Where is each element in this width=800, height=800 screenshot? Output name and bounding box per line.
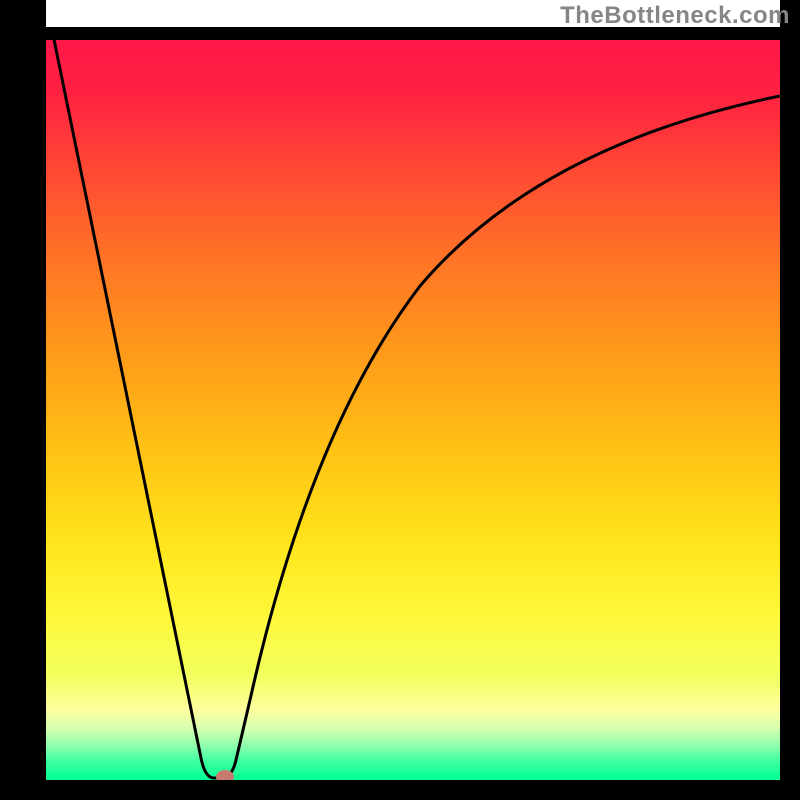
chart-background-gradient <box>46 33 780 780</box>
chart-border-left <box>0 0 46 800</box>
chart-border-right <box>780 0 800 800</box>
watermark-text: TheBottleneck.com <box>560 2 790 30</box>
chart-border-bottom <box>0 780 800 800</box>
bottleneck-chart <box>0 0 800 800</box>
